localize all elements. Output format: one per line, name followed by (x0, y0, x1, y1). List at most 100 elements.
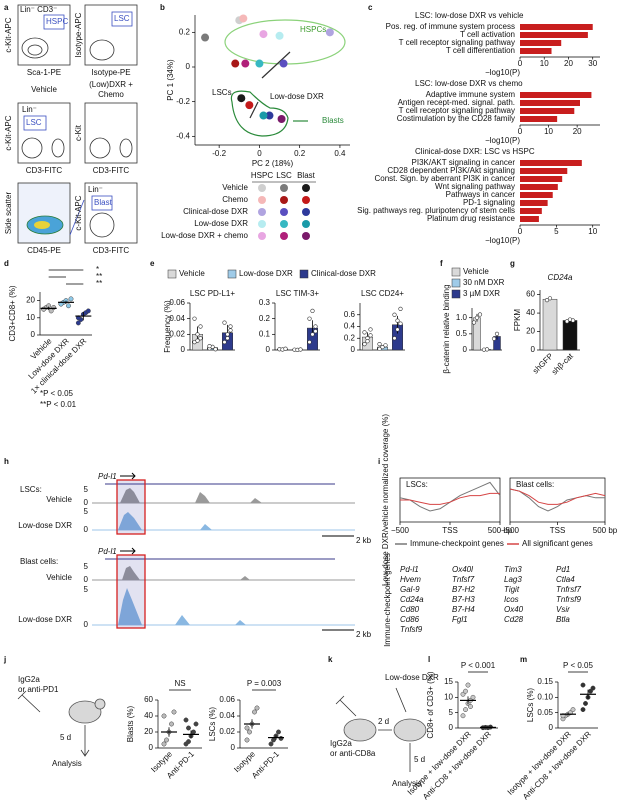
y-tick-label: 0 (351, 345, 356, 354)
gene-name: Tigit (504, 585, 520, 594)
point (471, 320, 477, 325)
point (254, 705, 260, 711)
point (547, 296, 553, 301)
track-label: Vehicle (46, 573, 72, 582)
point (186, 739, 191, 745)
legend-swatch (258, 208, 266, 216)
point (171, 709, 177, 715)
x-tick-label: −500 (501, 526, 520, 535)
panel-title: LSC TIM-3+ (276, 289, 320, 298)
facs-box (84, 4, 138, 66)
y-tick-label: 20 (144, 727, 153, 736)
gate (23, 115, 47, 131)
panel-label: i (378, 457, 380, 466)
point (41, 306, 47, 312)
schematic-label: Low-dose DXR (385, 673, 439, 682)
legend-swatch (302, 208, 310, 216)
annotation: * (96, 265, 99, 274)
syringe (335, 695, 357, 717)
point (68, 296, 74, 302)
y-axis-label: Blasts (%) (126, 705, 135, 742)
annotation: HSPCs (300, 25, 326, 34)
point (494, 331, 500, 336)
y-tick-label: 0 (149, 743, 154, 752)
point (201, 33, 210, 42)
gene-name: Cd28 (504, 615, 524, 624)
point (362, 342, 367, 347)
y-tick-label: -0.4 (176, 131, 190, 140)
legend-label: 3 µM DXR (463, 289, 500, 298)
point (268, 741, 274, 747)
schematic-label: Analysis (52, 759, 82, 768)
y-tick-label: 0.06 (219, 695, 235, 704)
x-tick-label: 0.2 (294, 149, 306, 158)
point (392, 312, 397, 317)
point (380, 344, 385, 350)
bar (520, 116, 558, 122)
legend-swatch (280, 220, 288, 228)
footnote: **P < 0.01 (40, 400, 77, 409)
y-tick-label: 0.02 (169, 329, 185, 338)
point (228, 324, 233, 329)
point (279, 59, 288, 68)
panel-label: h (4, 457, 9, 466)
point (255, 59, 264, 68)
panel-title: Blast cells: (516, 480, 554, 489)
facs-label: Chemo (98, 90, 124, 99)
y-tick-label: 0.02 (219, 727, 235, 736)
point (222, 320, 227, 325)
x-tick-label: 10 (588, 227, 597, 236)
bar-label: Const. Sign. by aberrant PI3K in cancer (374, 174, 515, 183)
schematic-art (17, 687, 427, 772)
legend-label: Immune-checkpoint genes (410, 539, 504, 548)
point (398, 306, 403, 311)
annotation: ** (96, 272, 102, 281)
x-tick-label: 500 bp (593, 526, 618, 535)
x-tick-label: TSS (442, 526, 458, 535)
track-label: Pd-l1 (98, 547, 117, 556)
x-tick-label: 20 (564, 59, 573, 68)
y-tick-label: 0 (181, 345, 186, 354)
point (183, 717, 189, 723)
bar (520, 200, 548, 206)
bar (520, 208, 542, 214)
point (192, 316, 197, 321)
x-tick-label: 0 (257, 149, 262, 158)
point (307, 340, 312, 345)
track-peaks (120, 488, 262, 503)
gene-name: Ox40l (452, 565, 473, 574)
facs-label: c-Kit-APC (4, 115, 13, 150)
facs-label: CD3-FITC (93, 246, 130, 255)
point (241, 59, 250, 68)
schematic-label: 5 d (414, 755, 425, 764)
bar (520, 32, 588, 38)
point (161, 713, 167, 719)
facs-box (84, 182, 138, 244)
facs-label: Lin⁻ CD3⁻ (20, 5, 57, 14)
gene-name: B7-H2 (452, 585, 475, 594)
schematic-label: IgG2a (18, 675, 40, 684)
panel-label: g (510, 259, 515, 268)
x-axis-label: PC 2 (18%) (252, 159, 294, 168)
facs-label: CD3-FITC (26, 166, 63, 175)
point (310, 332, 315, 337)
gene-name: Cd86 (400, 615, 420, 624)
point (276, 729, 281, 735)
gate (43, 14, 65, 30)
x-tick-label: 20 (573, 127, 582, 136)
gene-name: Cd24a (400, 595, 424, 604)
highlight-box (116, 479, 146, 535)
track-label: 5 (84, 585, 89, 594)
contour (27, 44, 43, 56)
x-tick-label: 0 (518, 59, 523, 68)
gene-name: Pd-l1 (400, 565, 419, 574)
point (307, 316, 312, 321)
schematic-label: or anti-PD1 (18, 685, 59, 694)
legend-header: Blast (297, 171, 316, 180)
point (544, 298, 550, 303)
schematic-label: or anti-CD8a (330, 749, 376, 758)
facs-label: LSC (114, 14, 130, 23)
group-title: Clinical-dose DXR: LSC vs HSPC (415, 147, 535, 156)
gene-name: Tim3 (504, 565, 522, 574)
gene-name: Icos (504, 595, 519, 604)
